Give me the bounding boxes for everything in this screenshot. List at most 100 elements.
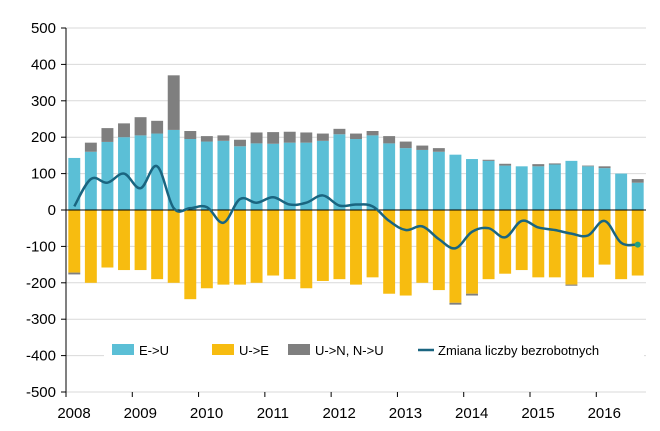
bar-u-e — [515, 210, 528, 271]
bar-e-u — [482, 160, 495, 210]
x-tick-label: 2013 — [389, 405, 422, 422]
y-axis-ticks: 500 400 300 200 100 0 -100 -200 -300 -400 -500 — [26, 20, 66, 401]
bar-u-e — [482, 210, 495, 280]
legend-label: Zmiana liczby bezrobotnych — [438, 343, 599, 358]
bar-u-e — [68, 210, 81, 273]
bar-u-n — [548, 163, 561, 165]
y-tick-label: -200 — [26, 275, 56, 292]
bar-u-n — [333, 128, 346, 135]
bar-u-e — [151, 210, 164, 280]
y-tick-label: 200 — [31, 129, 56, 146]
bar-u-e — [449, 210, 462, 303]
bar-u-e — [250, 210, 263, 283]
bar-u-e — [267, 210, 280, 276]
bar-u-n — [267, 132, 280, 144]
bar-u-n — [134, 117, 147, 136]
bar-e-u — [582, 166, 594, 210]
bar-u-n — [84, 142, 97, 152]
bar-u-n — [366, 131, 379, 136]
bar-u-e — [383, 210, 396, 294]
bar-e-u — [234, 146, 246, 210]
legend-swatch — [112, 344, 134, 355]
legend: E->U U->E U->N, N->U Zmiana liczby bezrobot… — [112, 343, 599, 358]
bar-e-u — [383, 143, 396, 210]
bar-u-e — [416, 210, 429, 283]
y-tick-label: -300 — [26, 311, 56, 328]
bar-u-n — [316, 133, 329, 141]
bar-e-u — [631, 182, 644, 210]
bar-u-e — [184, 210, 197, 300]
bar-u-e — [234, 210, 246, 285]
bar-u-n — [499, 163, 512, 166]
x-tick-label: 2009 — [124, 405, 157, 422]
bar-u-e — [217, 210, 230, 285]
bar-u-e — [316, 210, 329, 281]
bar-e-u — [598, 168, 611, 210]
bar-u-n — [118, 123, 130, 138]
bar-e-u — [350, 139, 362, 210]
x-axis-ticks: 2008 2009 2010 2011 2012 2013 2014 2015 2016 — [57, 392, 621, 422]
bar-u-e — [300, 210, 313, 289]
line-zmiana-liczby-bezrobotnych — [73, 164, 638, 250]
bar-e-u — [399, 148, 412, 210]
bar-u-e — [84, 210, 97, 283]
bar-e-u — [250, 143, 263, 210]
bar-e-u — [84, 151, 97, 210]
bar-u-e — [548, 210, 561, 278]
bar-u-n — [68, 272, 81, 275]
bar-u-n — [631, 179, 644, 183]
bar-u-n — [399, 141, 412, 149]
legend-label: E->U — [139, 343, 169, 358]
bar-e-u — [432, 151, 445, 210]
bar-e-u — [267, 143, 280, 210]
y-tick-label: 0 — [48, 202, 56, 219]
bar-u-e — [499, 210, 512, 274]
bar-e-u — [184, 139, 197, 210]
bar-u-n — [432, 148, 445, 152]
bar-u-e — [466, 210, 478, 294]
bar-u-n — [217, 135, 230, 141]
legend-label: U->E — [239, 343, 269, 358]
bar-e-u — [217, 140, 230, 210]
bar-e-u — [466, 159, 478, 210]
bars — [66, 75, 646, 305]
y-tick-label: 300 — [31, 93, 56, 110]
bar-u-n — [416, 145, 429, 150]
bar-e-u — [548, 164, 561, 210]
bar-u-e — [333, 210, 346, 280]
x-tick-label: 2015 — [521, 405, 554, 422]
bar-u-n — [350, 133, 362, 140]
y-tick-label: -400 — [26, 348, 56, 365]
bar-u-e — [615, 210, 628, 280]
bar-u-n — [565, 284, 578, 286]
bar-u-n — [184, 131, 197, 140]
x-tick-label: 2010 — [190, 405, 223, 422]
bar-u-e — [350, 210, 362, 285]
y-tick-label: 500 — [31, 20, 56, 37]
bar-e-u — [101, 141, 114, 210]
bar-e-u — [449, 154, 462, 210]
bar-e-u — [532, 166, 545, 210]
bar-u-e — [432, 210, 445, 291]
bar-u-e — [283, 210, 296, 280]
y-tick-label: 400 — [31, 56, 56, 73]
y-tick-label: -500 — [26, 384, 56, 401]
bar-u-e — [101, 210, 114, 268]
bar-u-e — [200, 210, 213, 289]
bar-e-u — [515, 166, 528, 210]
x-tick-label: 2011 — [257, 405, 289, 422]
bar-e-u — [167, 129, 180, 210]
bar-u-n — [582, 165, 594, 167]
bar-e-u — [316, 140, 329, 210]
bar-u-e — [532, 210, 545, 278]
bar-u-n — [300, 132, 313, 143]
legend-label: U->N, N->U — [315, 343, 384, 358]
bar-u-n — [167, 75, 180, 130]
bar-u-n — [449, 302, 462, 305]
bar-u-e — [134, 210, 147, 271]
bar-e-u — [68, 157, 81, 210]
bar-e-u — [134, 135, 147, 210]
bar-e-u — [200, 141, 213, 210]
bar-e-u — [333, 134, 346, 210]
